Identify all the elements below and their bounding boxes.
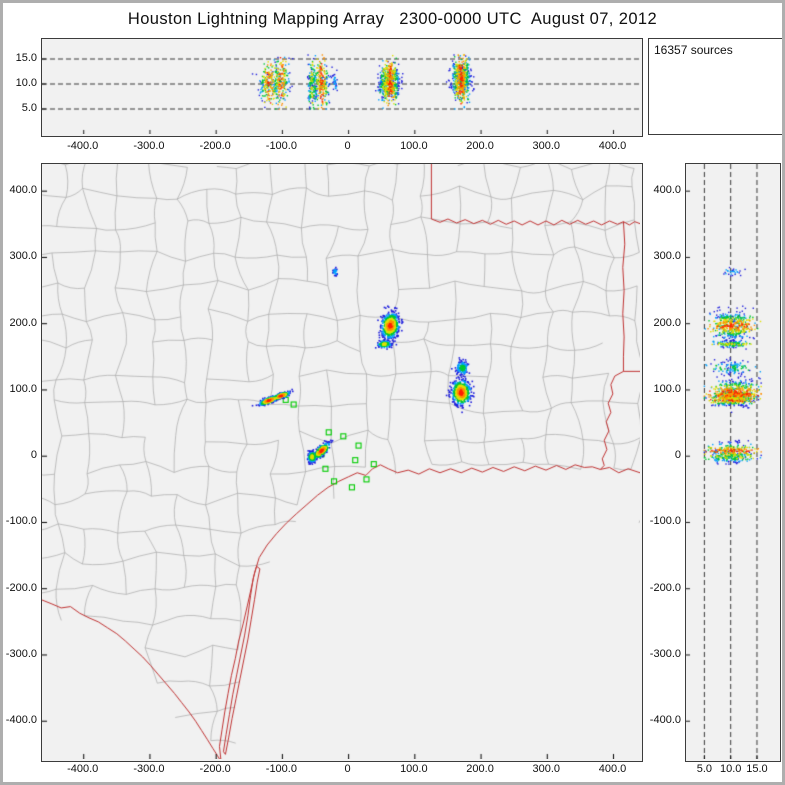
tick-label: 0 <box>344 140 351 152</box>
tick-label: 200.0 <box>9 316 37 329</box>
altitude-vs-northsouth-canvas <box>686 164 778 759</box>
tick-label: 10.0 <box>719 763 742 775</box>
altitude-vs-northsouth-panel <box>685 163 781 762</box>
tick-label: 5.0 <box>21 102 37 114</box>
altitude-vs-eastwest-panel <box>41 38 643 137</box>
plan-view-map-canvas <box>42 164 640 759</box>
altitude-vs-eastwest-canvas <box>42 39 640 134</box>
sources-count-box: 16357 sources <box>648 38 782 135</box>
sources-count-label: 16357 sources <box>654 43 733 57</box>
tick-label: 100.0 <box>9 382 37 395</box>
tick-label: -200.0 <box>5 581 37 594</box>
tick-label: 100.0 <box>400 140 428 152</box>
tick-label: 5.0 <box>696 763 713 775</box>
tick-label: -300.0 <box>5 647 37 660</box>
tick-label: 10.0 <box>15 77 37 89</box>
plan-view-map-panel <box>41 163 643 762</box>
tick-label: -400.0 <box>649 714 681 727</box>
tick-label: -100.0 <box>265 140 297 152</box>
tick-label: -200.0 <box>199 763 231 775</box>
tick-label: 300.0 <box>9 250 37 263</box>
tick-label: -300.0 <box>649 647 681 660</box>
tick-label: 200.0 <box>466 763 494 775</box>
tick-label: 200.0 <box>466 140 494 152</box>
tick-label: 400.0 <box>653 184 681 197</box>
tick-label: -400.0 <box>67 763 99 775</box>
tick-label: -100.0 <box>265 763 297 775</box>
tick-label: -100.0 <box>649 515 681 528</box>
tick-label: -100.0 <box>5 515 37 528</box>
tick-label: 400.0 <box>9 184 37 197</box>
tick-label: 300.0 <box>532 763 561 775</box>
tick-label: 100.0 <box>400 763 428 775</box>
tick-label: 200.0 <box>653 316 681 329</box>
tick-label: 15.0 <box>746 763 768 775</box>
tick-label: 100.0 <box>653 382 681 395</box>
tick-label: -300.0 <box>133 763 165 775</box>
tick-label: -200.0 <box>199 140 231 152</box>
tick-label: 300.0 <box>653 250 681 263</box>
tick-label: 0 <box>344 763 351 775</box>
tick-label: -200.0 <box>649 581 681 594</box>
tick-label: -400.0 <box>67 140 99 152</box>
tick-label: 400.0 <box>598 140 627 152</box>
tick-label: 0 <box>674 449 681 462</box>
tick-label: 15.0 <box>15 52 37 64</box>
tick-label: 400.0 <box>598 763 627 775</box>
tick-label: 0 <box>30 449 37 462</box>
tick-label: -400.0 <box>5 714 37 727</box>
tick-label: 300.0 <box>532 140 561 152</box>
tick-label: -300.0 <box>133 140 165 152</box>
page-title: Houston Lightning Mapping Array 2300-000… <box>127 10 658 28</box>
